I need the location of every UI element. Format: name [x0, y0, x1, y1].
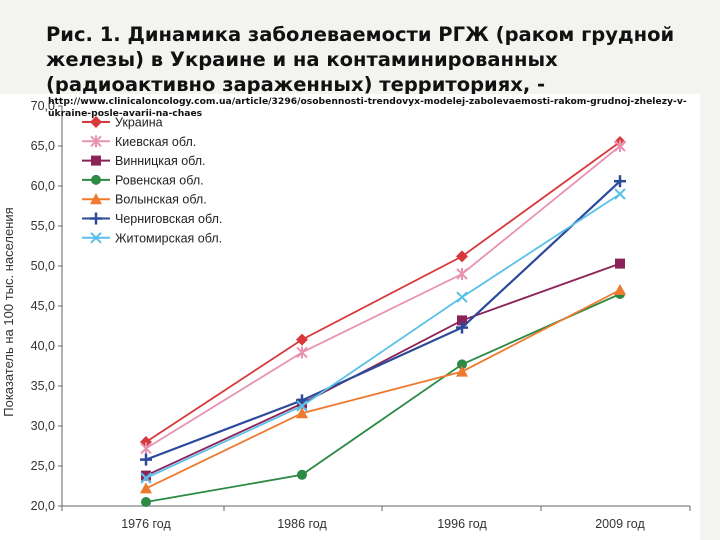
data-point	[615, 258, 625, 269]
series-layer	[140, 136, 626, 507]
legend-marker	[90, 193, 102, 205]
x-tick-label: 1976 год	[121, 517, 171, 531]
source-url: http://www.clinicaloncology.com.ua/artic…	[48, 96, 687, 119]
y-tick-label: 35,0	[31, 379, 55, 393]
y-axis-title: Показатель на 100 тыс. населения	[1, 207, 16, 416]
data-point	[296, 400, 308, 412]
y-tick-label: 20,0	[31, 499, 55, 513]
legend-label: Волынская обл.	[115, 193, 207, 207]
legend-item: Винницкая обл.	[82, 154, 206, 168]
legend-marker	[91, 155, 101, 166]
series-line	[145, 180, 621, 461]
x-tick-label: 1996 год	[437, 517, 487, 531]
data-point	[457, 315, 467, 326]
y-tick-label: 65,0	[31, 139, 55, 153]
legend-item: Киевская обл.	[82, 135, 196, 149]
legend-item: Черниговская обл.	[82, 212, 222, 226]
line-chart: 20,0 25,0 30,0 35,0 40,0 45,0 50,0 55,0 60,0 65,0…	[1, 99, 691, 531]
x-tick-label: 1986 год	[277, 517, 327, 531]
data-point	[614, 284, 626, 295]
legend-marker	[90, 232, 102, 244]
data-point	[456, 365, 468, 377]
legend-item: Украина	[82, 116, 163, 130]
legend-item: Ровенская обл.	[82, 173, 204, 187]
legend-marker	[90, 116, 102, 128]
y-tick-label: 55,0	[31, 219, 55, 233]
data-point	[296, 333, 308, 346]
y-tick-label: 50,0	[31, 259, 55, 273]
legend-label: Винницкая обл.	[115, 154, 206, 168]
legend-marker	[90, 212, 102, 225]
legend-item: Житомирская обл.	[82, 231, 222, 245]
data-point	[297, 469, 307, 480]
data-point	[614, 175, 626, 188]
y-tick-label: 60,0	[31, 179, 55, 193]
data-point	[140, 453, 152, 466]
legend-marker	[91, 174, 101, 185]
y-tick-label: 70,0	[31, 99, 55, 113]
data-point	[457, 359, 467, 370]
y-tick-label: 30,0	[31, 419, 55, 433]
y-tick-label: 45,0	[31, 299, 55, 313]
series-line	[145, 289, 621, 490]
data-point	[296, 407, 308, 419]
y-tick-label: 40,0	[31, 339, 55, 353]
data-point	[614, 188, 626, 200]
x-tick-label: 2009 год	[595, 517, 645, 531]
data-point	[296, 346, 308, 359]
legend-label: Ровенская обл.	[115, 173, 204, 187]
series-line	[145, 193, 621, 479]
series-line	[145, 145, 621, 450]
y-tick-label: 25,0	[31, 459, 55, 473]
data-point	[456, 321, 468, 334]
legend-marker	[90, 135, 102, 148]
chart-axes: 20,0 25,0 30,0 35,0 40,0 45,0 50,0 55,0 60,0 65,0…	[1, 99, 691, 531]
slide-title: Рис. 1. Динамика заболеваемости РГЖ (рак…	[46, 23, 675, 96]
chart-legend: Украина Киевская обл. Винницкая обл. Ровенс…	[82, 116, 222, 245]
data-point	[614, 140, 626, 152]
data-point	[456, 250, 468, 263]
data-point	[141, 497, 151, 507]
legend-label: Житомирская обл.	[115, 231, 222, 245]
data-point	[456, 291, 468, 303]
legend-label: Черниговская обл.	[115, 212, 222, 226]
data-point	[140, 442, 152, 455]
data-point	[141, 470, 151, 481]
series-line	[145, 262, 621, 477]
legend-label: Украина	[115, 116, 163, 130]
right-margin-strip	[700, 94, 720, 540]
data-point	[296, 394, 308, 407]
legend-item: Волынская обл.	[82, 193, 207, 207]
series-line	[145, 293, 621, 503]
data-point	[140, 472, 152, 484]
series-line	[145, 141, 621, 443]
data-point	[456, 268, 468, 280]
data-point	[140, 482, 152, 494]
legend-label: Киевская обл.	[115, 135, 196, 149]
